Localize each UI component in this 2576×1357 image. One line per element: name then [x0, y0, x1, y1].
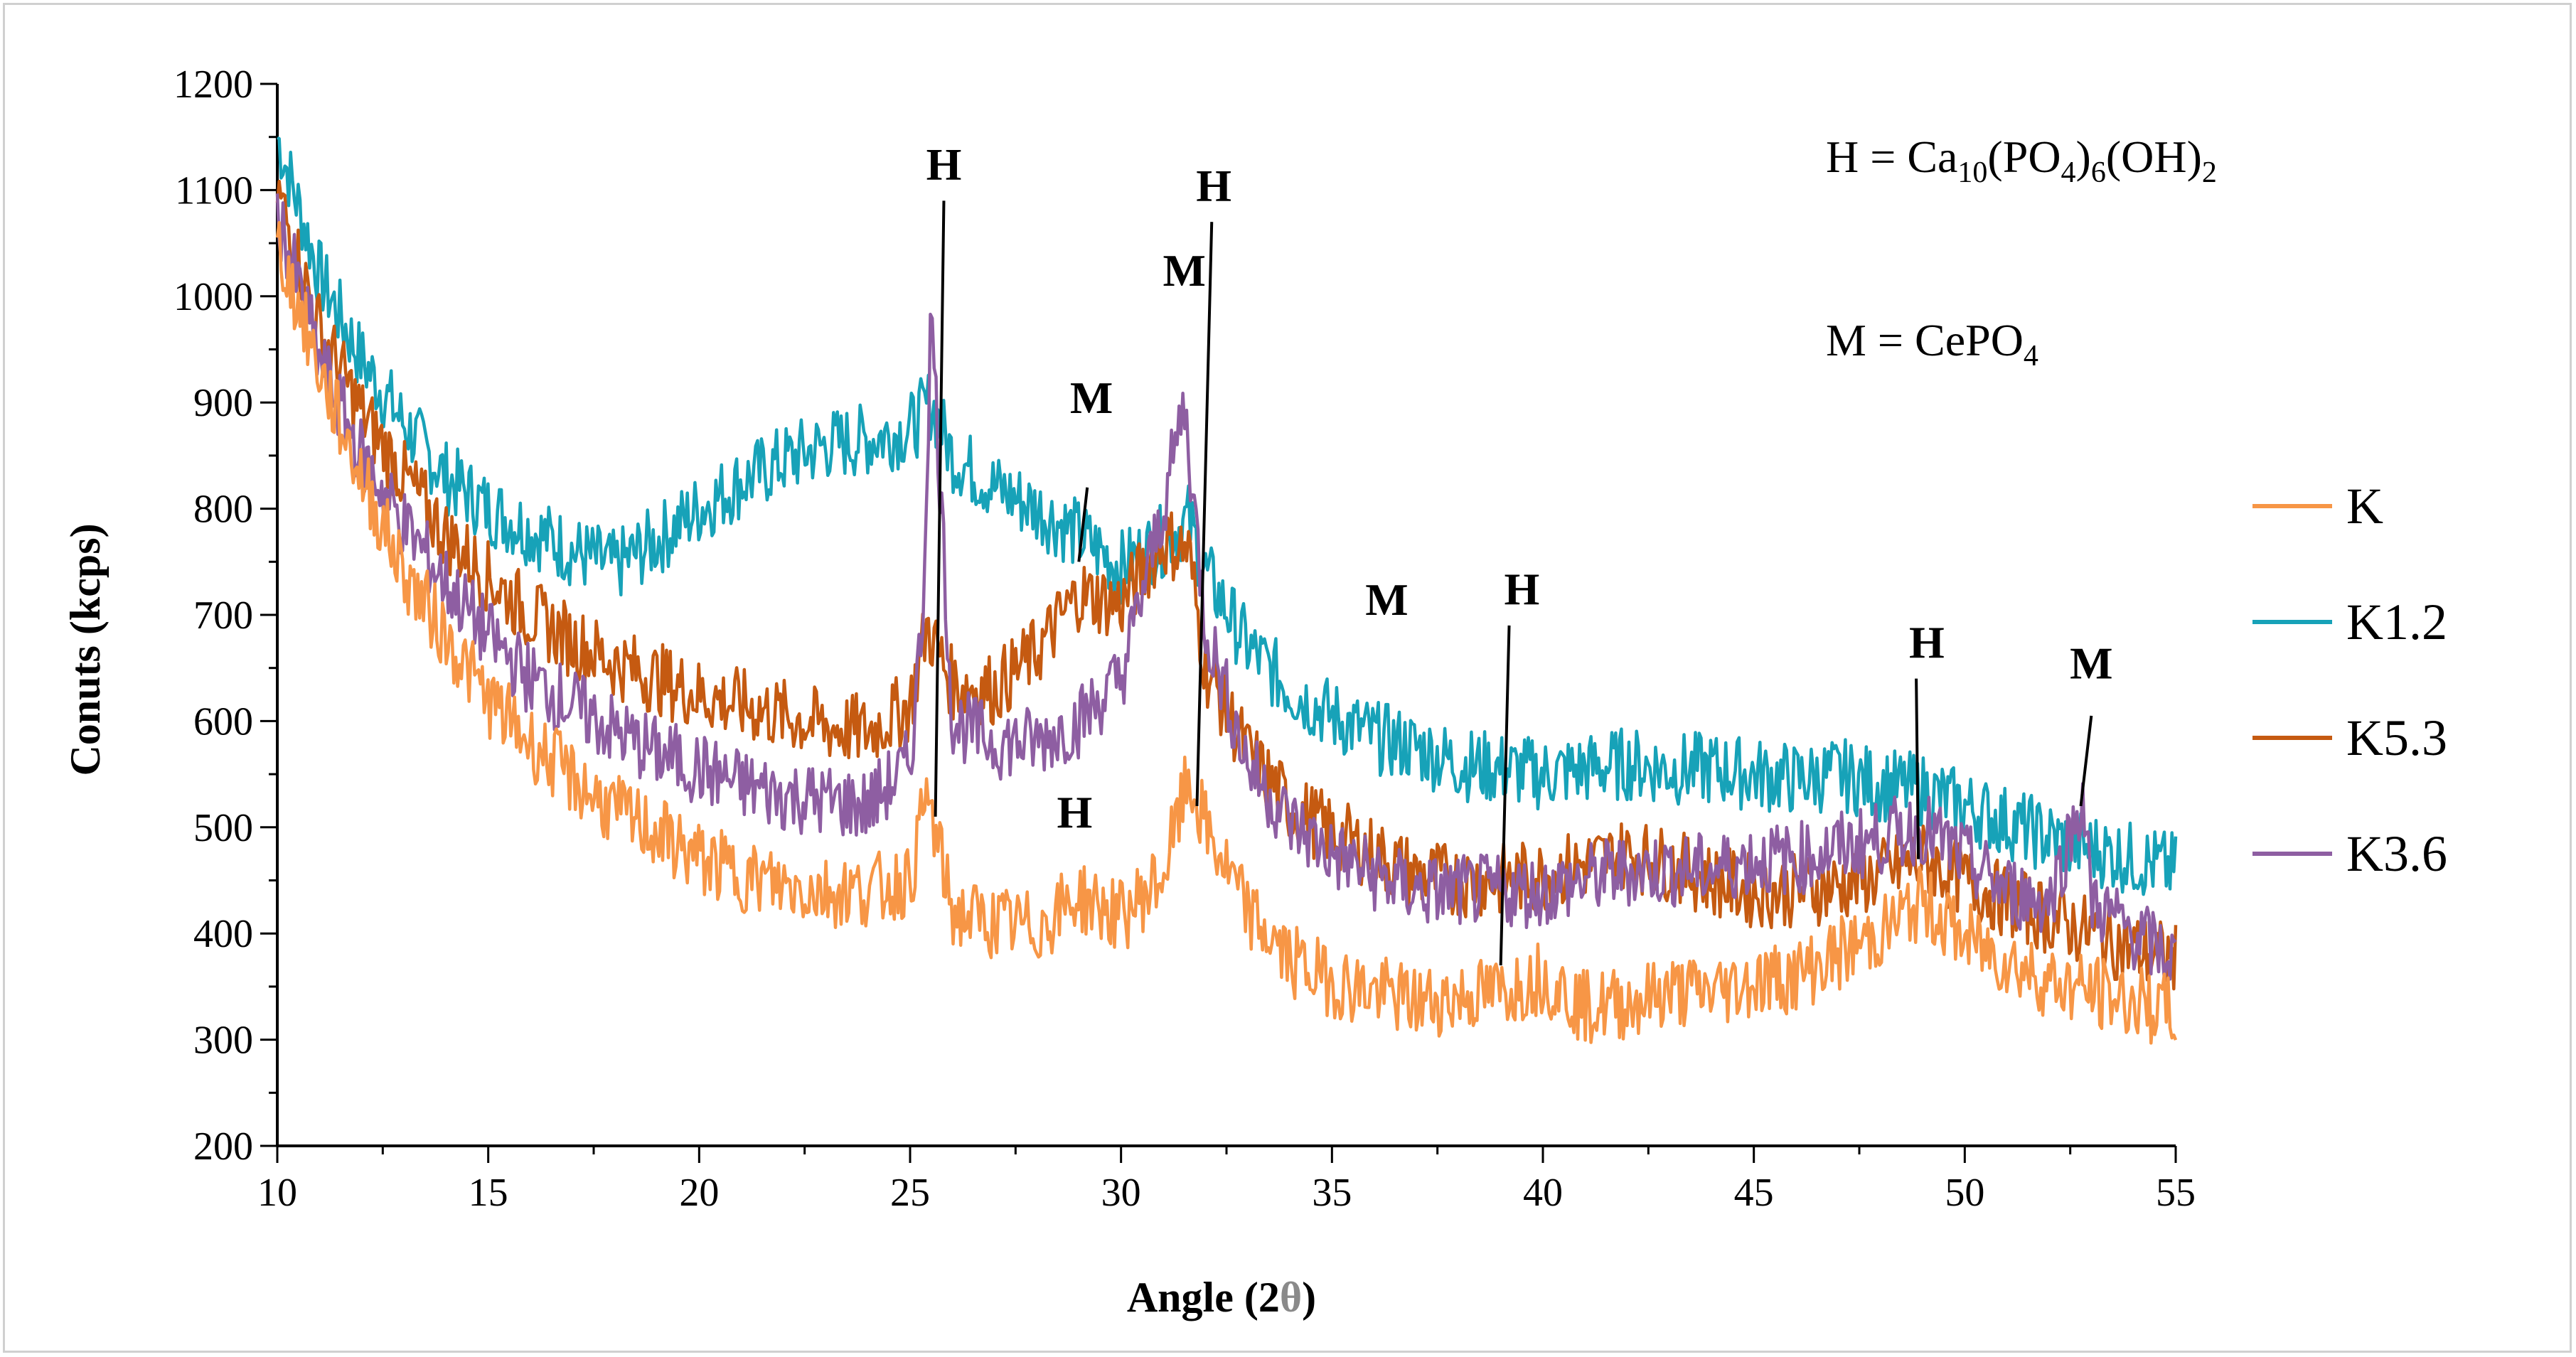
formula-h-part-5: 6: [2091, 156, 2106, 189]
peak-pointer-line: [1195, 222, 1214, 806]
series-line-k: [275, 220, 2178, 1045]
y-tick-label: 1100: [175, 168, 253, 213]
y-tick-label: 900: [193, 381, 253, 425]
formula-h-part-0: H = Ca: [1826, 132, 1957, 182]
x-tick-label: 30: [1101, 1171, 1141, 1215]
y-tick-label: 500: [193, 806, 253, 850]
peak-pointer-line: [1499, 625, 1511, 966]
x-axis-title-close: ): [1302, 1274, 1316, 1321]
formula-h-part-1: 10: [1957, 156, 1987, 189]
y-tick-label: 200: [193, 1125, 253, 1169]
formula-cerium-phosphate: M = CePO4: [1826, 315, 2038, 372]
formula-h-part-4: ): [2076, 132, 2091, 182]
x-tick-label: 10: [257, 1171, 297, 1215]
series-line-k3-6: [275, 193, 2177, 982]
peak-label-h: H: [1909, 617, 1945, 667]
legend-label: K1.2: [2346, 594, 2447, 650]
y-tick-label: 300: [193, 1019, 253, 1063]
x-tick-label: 15: [469, 1171, 508, 1215]
y-tick-label: 400: [193, 912, 253, 956]
figure-frame: [3, 3, 2572, 1353]
formula-h-part-3: 4: [2061, 156, 2076, 189]
x-tick-label: 40: [1523, 1171, 1563, 1215]
series-lines: [275, 136, 2178, 1045]
x-tick-label: 35: [1312, 1171, 1352, 1215]
x-tick-label: 20: [679, 1171, 719, 1215]
x-tick-label: 50: [1945, 1171, 1984, 1215]
y-tick-label: 1000: [173, 275, 253, 319]
peak-pointer-line: [2079, 715, 2093, 807]
formula-h-part-2: (PO: [1987, 132, 2061, 182]
peak-label-h: H: [1057, 787, 1093, 837]
peak-label-m: M: [1365, 574, 1408, 625]
y-tick-label: 1200: [173, 63, 253, 107]
y-axis-title: Conuts (kcps): [62, 523, 109, 776]
legend-label: K3.6: [2346, 825, 2447, 882]
formula-hydroxyapatite: H = Ca10(PO4)6(OH)2: [1826, 132, 2217, 189]
peak-label-m: M: [1070, 372, 1113, 423]
axes: 200 300 400 500 600 700 800 900 1000 1100 1200 10 15…: [173, 63, 2196, 1215]
y-tick-label: 700: [193, 594, 253, 638]
peak-label-h: H: [1504, 564, 1539, 614]
peak-pointer-line: [1915, 678, 1920, 859]
peak-pointer-line: [934, 200, 946, 817]
formula-h-part-6: (OH): [2106, 132, 2202, 182]
peak-label-h: H: [926, 139, 962, 189]
formula-h-part-7: 2: [2202, 156, 2217, 189]
y-tick-label: 600: [193, 699, 253, 744]
series-line-k1-2: [276, 136, 2178, 896]
peak-label-m: M: [1163, 245, 1205, 296]
x-tick-label: 55: [2156, 1171, 2196, 1215]
peak-pointer-line: [1077, 487, 1089, 562]
x-tick-label: 25: [890, 1171, 930, 1215]
x-axis-title-main: Angle (2: [1127, 1274, 1280, 1321]
formula-m-part-1: 4: [2024, 340, 2038, 372]
x-axis-title: Angle (2θ): [1127, 1274, 1316, 1321]
legend-label: K5.3: [2346, 709, 2447, 766]
peak-label-m: M: [2070, 638, 2112, 689]
x-tick-label: 45: [1734, 1171, 1774, 1215]
legend: K K1.2 K5.3 K3.6: [2252, 478, 2447, 882]
y-tick-label: 800: [193, 488, 253, 532]
x-axis-title-theta: θ: [1280, 1274, 1302, 1321]
legend-label: K: [2346, 478, 2383, 535]
formula-m-part-0: M = CePO: [1826, 315, 2024, 365]
peak-label-h: H: [1196, 160, 1231, 210]
